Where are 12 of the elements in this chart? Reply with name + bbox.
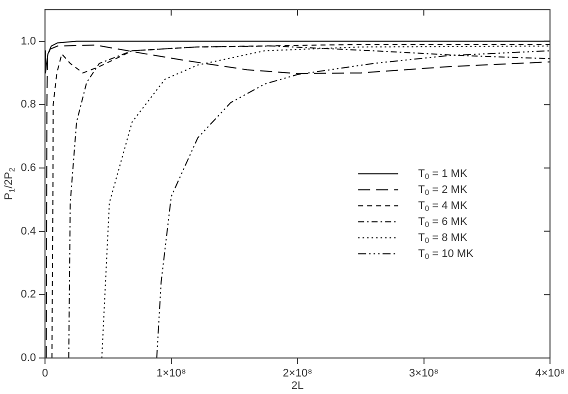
- x-tick-label: 0: [42, 368, 48, 380]
- x-tick-label: 4×10⁸: [535, 368, 565, 380]
- y-tick-label: 0.8: [20, 98, 36, 111]
- y-tick-label: 1.0: [20, 35, 36, 48]
- y-tick-label: 0.2: [20, 288, 36, 301]
- x-axis-title: 2L: [291, 380, 304, 392]
- y-tick-label: 0.4: [20, 225, 36, 238]
- y-tick-label: 0.6: [20, 162, 36, 174]
- x-tick-label: 3×10⁸: [409, 368, 438, 380]
- y-tick-label: 0.0: [20, 352, 36, 364]
- x-tick-label: 2×10⁸: [282, 368, 312, 380]
- x-tick-label: 1×10⁸: [156, 368, 186, 380]
